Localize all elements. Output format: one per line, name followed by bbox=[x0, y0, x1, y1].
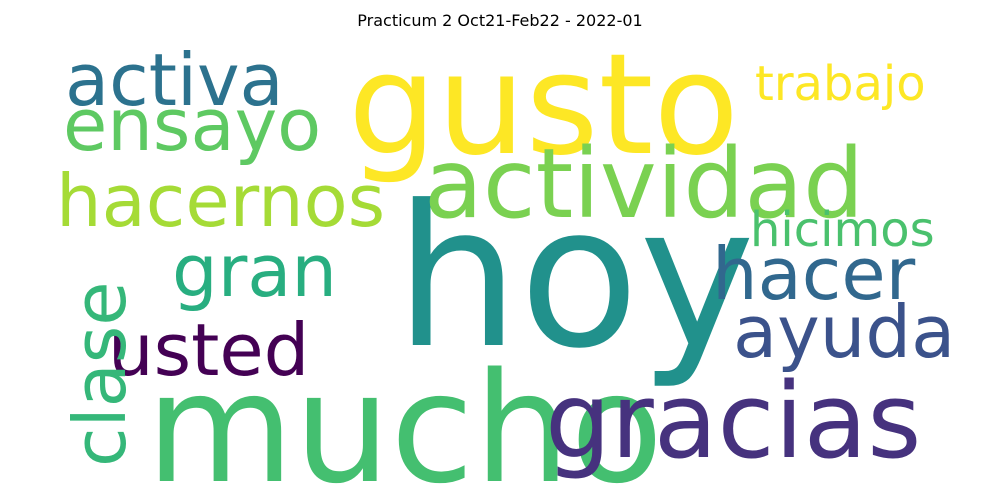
word-hacernos: hacernos bbox=[56, 159, 386, 243]
word-actividad: actividad bbox=[424, 128, 865, 240]
word-gusto: gusto bbox=[348, 40, 740, 187]
word-ensayo: ensayo bbox=[63, 83, 322, 167]
word-trabajo: trabajo bbox=[755, 56, 926, 112]
word-gran: gran bbox=[172, 229, 338, 313]
word-ayuda: ayuda bbox=[733, 290, 950, 374]
word-cloud: hoy mucho gracias gusto actividad activa… bbox=[50, 40, 950, 490]
word-mucho: mucho bbox=[146, 340, 664, 491]
word-hoy: hoy bbox=[395, 164, 756, 392]
word-clase: clase bbox=[58, 281, 142, 467]
word-usted: usted bbox=[108, 308, 310, 392]
word-hicimos: hicimos bbox=[750, 202, 935, 258]
word-activa: activa bbox=[65, 40, 284, 122]
chart-title: Practicum 2 Oct21-Feb22 - 2022-01 bbox=[357, 11, 643, 30]
word-hacer: hacer bbox=[712, 232, 916, 316]
word-gracias: gracias bbox=[545, 360, 922, 482]
